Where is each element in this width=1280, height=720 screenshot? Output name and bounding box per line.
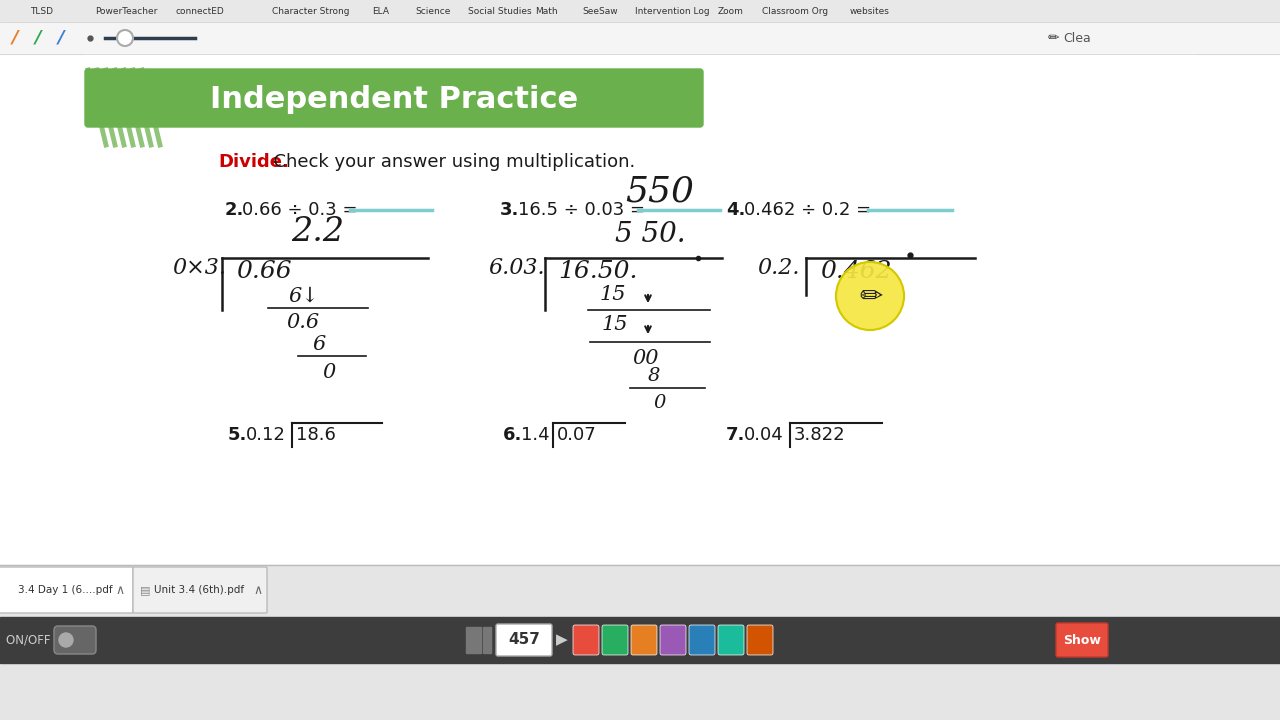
Text: ON/OFF :: ON/OFF :	[6, 634, 59, 647]
Text: 2.2: 2.2	[292, 216, 344, 248]
FancyBboxPatch shape	[748, 625, 773, 655]
Circle shape	[836, 262, 904, 330]
Text: Show: Show	[1064, 634, 1101, 647]
FancyBboxPatch shape	[602, 625, 628, 655]
Text: 0: 0	[323, 362, 335, 382]
Bar	[0, 0, 1280, 22]
FancyBboxPatch shape	[660, 625, 686, 655]
Text: 3.: 3.	[500, 201, 520, 219]
Text: Math: Math	[535, 7, 558, 17]
Bar	[0, 663, 1280, 720]
Text: ✏: ✏	[1048, 31, 1060, 45]
Text: 457: 457	[508, 632, 540, 647]
Text: 6.: 6.	[503, 426, 522, 444]
Text: 0: 0	[653, 394, 666, 412]
Text: Social Studies: Social Studies	[468, 7, 531, 17]
Text: 0.2.: 0.2.	[756, 257, 800, 279]
Text: ▤: ▤	[140, 585, 151, 595]
Text: /: /	[12, 29, 19, 47]
Text: 7.: 7.	[726, 426, 745, 444]
Text: 0.12: 0.12	[246, 426, 285, 444]
Text: 5.: 5.	[228, 426, 247, 444]
Text: 16.50.: 16.50.	[558, 261, 637, 284]
Text: 2.: 2.	[225, 201, 244, 219]
Text: SeeSaw: SeeSaw	[582, 7, 618, 17]
Text: connectED: connectED	[175, 7, 224, 17]
Text: 6↓: 6↓	[288, 287, 319, 305]
Text: Science: Science	[415, 7, 451, 17]
Text: 3.4 Day 1 (6....pdf: 3.4 Day 1 (6....pdf	[18, 585, 113, 595]
Bar	[466, 627, 481, 653]
Text: Check your answer using multiplication.: Check your answer using multiplication.	[262, 153, 635, 171]
Text: 0.66 ÷ 0.3 =: 0.66 ÷ 0.3 =	[242, 201, 357, 219]
Text: 5 50.: 5 50.	[614, 222, 686, 248]
FancyBboxPatch shape	[1056, 623, 1108, 657]
Text: Character Strong: Character Strong	[273, 7, 349, 17]
Text: 0.462 ÷ 0.2 =: 0.462 ÷ 0.2 =	[744, 201, 872, 219]
Bar	[84, 54, 1196, 564]
Text: ELA: ELA	[372, 7, 389, 17]
Bar	[483, 627, 492, 653]
Bar	[0, 565, 1280, 617]
Text: Unit 3.4 (6th).pdf: Unit 3.4 (6th).pdf	[154, 585, 244, 595]
Text: 15: 15	[602, 315, 628, 335]
Text: 16.5 ÷ 0.03 =: 16.5 ÷ 0.03 =	[518, 201, 645, 219]
Text: 0.6: 0.6	[285, 312, 319, 331]
Bar	[0, 617, 1280, 663]
Text: Zoom: Zoom	[718, 7, 744, 17]
Text: /: /	[35, 29, 42, 47]
Text: Classroom Org: Classroom Org	[762, 7, 828, 17]
Text: 550: 550	[626, 175, 695, 209]
Text: Independent Practice: Independent Practice	[210, 84, 579, 114]
Circle shape	[59, 633, 73, 647]
Text: 0.66: 0.66	[236, 261, 292, 284]
Text: TLSD: TLSD	[29, 7, 52, 17]
Text: 4.: 4.	[726, 201, 745, 219]
Text: 0.04: 0.04	[744, 426, 783, 444]
FancyBboxPatch shape	[718, 625, 744, 655]
Text: Clea: Clea	[1062, 32, 1091, 45]
Bar	[0, 22, 1280, 54]
Text: ∧: ∧	[253, 583, 262, 596]
Text: websites: websites	[850, 7, 890, 17]
Text: 6: 6	[312, 335, 325, 354]
Text: 15: 15	[600, 284, 626, 304]
Text: PowerTeacher: PowerTeacher	[95, 7, 157, 17]
FancyBboxPatch shape	[631, 625, 657, 655]
Text: ∧: ∧	[115, 583, 124, 596]
FancyBboxPatch shape	[573, 625, 599, 655]
Text: 0.07: 0.07	[557, 426, 596, 444]
Text: 8: 8	[648, 367, 660, 385]
Text: 3.822: 3.822	[794, 426, 846, 444]
FancyBboxPatch shape	[497, 624, 552, 656]
Text: 1.4: 1.4	[521, 426, 549, 444]
FancyBboxPatch shape	[689, 625, 716, 655]
Text: /: /	[58, 29, 64, 47]
Circle shape	[116, 30, 133, 46]
Text: Divide.: Divide.	[218, 153, 289, 171]
Text: ▶: ▶	[556, 632, 568, 647]
Text: 6.03.: 6.03.	[488, 257, 544, 279]
FancyBboxPatch shape	[133, 567, 268, 613]
Text: Intervention Log: Intervention Log	[635, 7, 709, 17]
FancyBboxPatch shape	[54, 626, 96, 654]
Text: 0×3.: 0×3.	[172, 257, 227, 279]
Text: 00: 00	[632, 348, 658, 367]
FancyBboxPatch shape	[84, 69, 703, 127]
Text: ✏: ✏	[859, 283, 883, 311]
Text: 0.462: 0.462	[820, 261, 891, 284]
FancyBboxPatch shape	[0, 567, 133, 613]
Text: 18.6: 18.6	[296, 426, 335, 444]
